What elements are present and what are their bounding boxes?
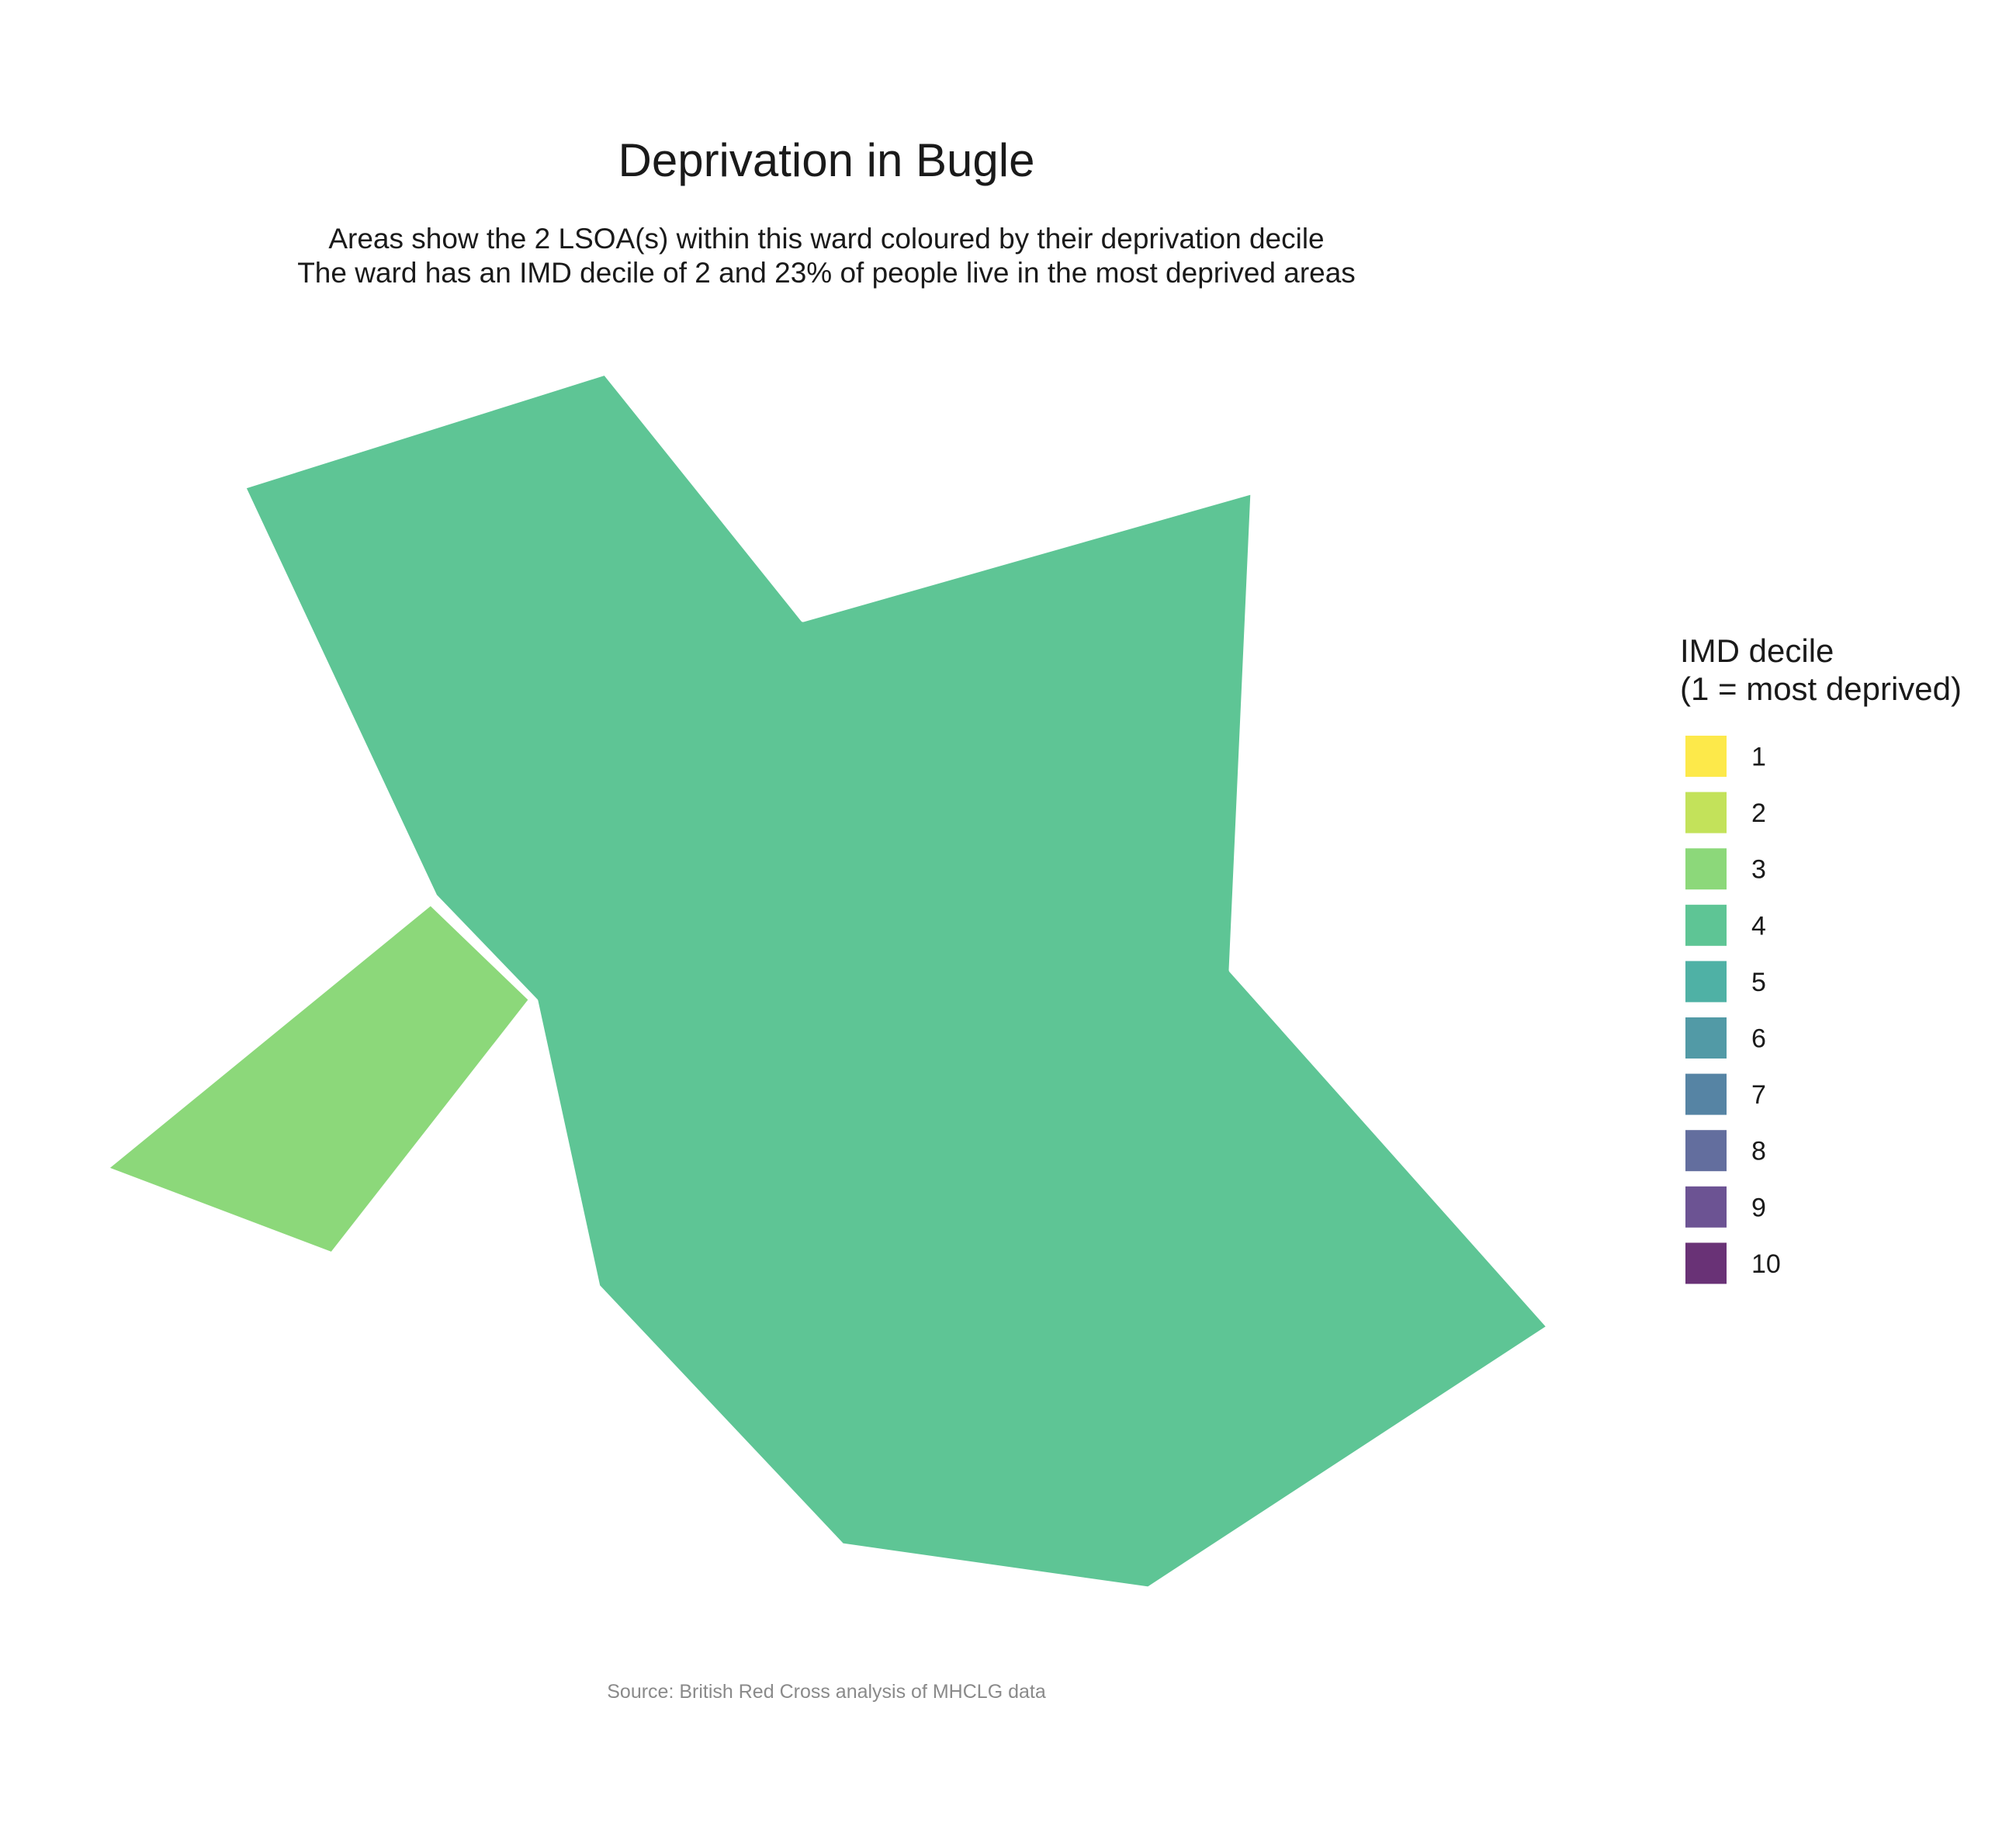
legend-label-6: 6: [1751, 1024, 1766, 1054]
chart-subtitle-line-1: Areas show the 2 LSOA(s) within this war…: [328, 223, 1324, 255]
legend-label-2: 2: [1751, 799, 1766, 828]
legend-title-line-1: IMD decile: [1680, 632, 1834, 669]
legend-items: 1 2 3 4 5 6 7 8 9 10: [1685, 736, 1781, 1284]
legend-label-4: 4: [1751, 911, 1766, 941]
legend-key-1: [1685, 736, 1727, 777]
legend-label-9: 9: [1751, 1193, 1766, 1222]
legend-key-2: [1685, 792, 1727, 833]
chart-title: Deprivation in Bugle: [618, 134, 1035, 186]
legend-label-5: 5: [1751, 968, 1766, 997]
legend-label-8: 8: [1751, 1137, 1766, 1166]
legend-key-4: [1685, 904, 1727, 946]
legend-key-6: [1685, 1017, 1727, 1059]
map-areas: [102, 369, 1553, 1592]
lsoa-area-decile-3[interactable]: [102, 899, 535, 1258]
legend-key-10: [1685, 1242, 1727, 1284]
legend-label-1: 1: [1751, 743, 1766, 772]
legend-label-10: 10: [1751, 1249, 1781, 1279]
legend-key-5: [1685, 961, 1727, 1003]
legend-key-8: [1685, 1130, 1727, 1172]
lsoa-area-decile-4[interactable]: [240, 369, 1553, 1592]
legend-label-3: 3: [1751, 855, 1766, 885]
legend-label-7: 7: [1751, 1080, 1766, 1110]
chart-caption: Source: British Red Cross analysis of MH…: [607, 1681, 1046, 1703]
legend: IMD decile (1 = most deprived) 1 2 3 4 5 6 7 8 9…: [1680, 632, 1962, 1284]
legend-key-3: [1685, 848, 1727, 890]
legend-key-9: [1685, 1186, 1727, 1228]
legend-title-line-2: (1 = most deprived): [1680, 670, 1962, 707]
legend-key-7: [1685, 1073, 1727, 1115]
chart-subtitle-line-2: The ward has an IMD decile of 2 and 23% …: [297, 257, 1356, 289]
